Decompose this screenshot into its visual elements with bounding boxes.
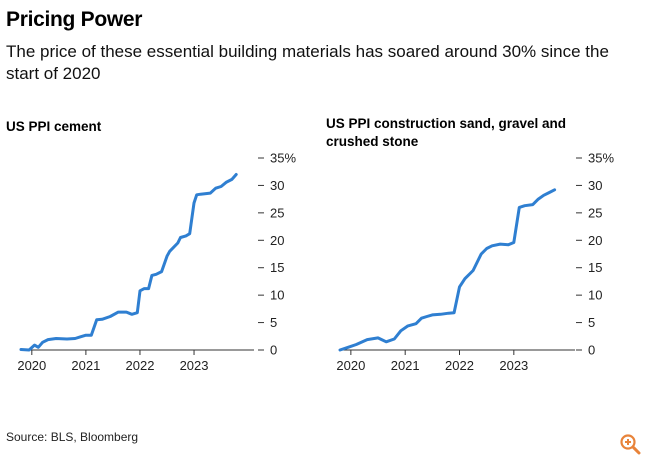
- left-y-tick-label: 10: [270, 288, 284, 303]
- left-x-tick-label: 2023: [180, 358, 209, 373]
- left-x-tick-label: 2022: [126, 358, 155, 373]
- chart-subtitle: The price of these essential building ma…: [6, 42, 609, 83]
- left-y-tick-label: 35%: [270, 151, 296, 166]
- chart-title: Pricing Power: [6, 8, 143, 31]
- zoom-in-icon: [620, 434, 641, 455]
- left-y-tick-label: 5: [270, 315, 277, 330]
- left-y-tick-label: 0: [270, 343, 277, 358]
- zoom-button[interactable]: [618, 432, 642, 456]
- right-y-tick-label: 15: [588, 260, 602, 275]
- right-y-tick-label: 25: [588, 205, 602, 220]
- right-y-tick-label: 20: [588, 233, 602, 248]
- right-y-tick-label: 5: [588, 315, 595, 330]
- left-y-tick-label: 20: [270, 233, 284, 248]
- right-series-line: [338, 188, 557, 352]
- right-x-tick-label: 2021: [391, 358, 420, 373]
- right-x-tick-label: 2023: [499, 358, 528, 373]
- right-x-tick-label: 2022: [445, 358, 474, 373]
- right-y-tick-label: 30: [588, 178, 602, 193]
- right-y-tick-label: 35%: [588, 151, 614, 166]
- left-y-tick-label: 30: [270, 178, 284, 193]
- left-y-tick-label: 15: [270, 260, 284, 275]
- left-series-line: [19, 173, 238, 352]
- right-x-tick-label: 2020: [336, 358, 365, 373]
- right-y-tick-label: 10: [588, 288, 602, 303]
- left-x-tick-label: 2021: [71, 358, 100, 373]
- left-y-tick-label: 25: [270, 205, 284, 220]
- left-panel-title: US PPI cement: [6, 119, 102, 134]
- source-note: Source: BLS, Bloomberg: [6, 430, 139, 444]
- right-panel-title: US PPI construction sand, gravel and cru…: [326, 116, 567, 149]
- left-x-tick-label: 2020: [17, 358, 46, 373]
- right-y-tick-label: 0: [588, 343, 595, 358]
